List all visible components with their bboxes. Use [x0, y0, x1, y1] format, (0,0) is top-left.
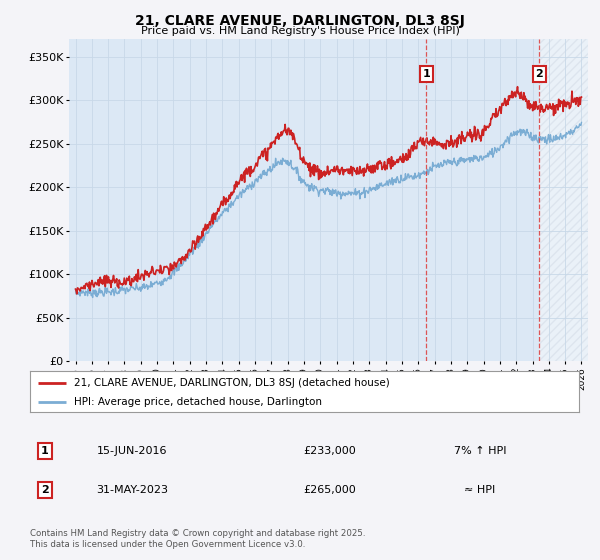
- Text: 15-JUN-2016: 15-JUN-2016: [97, 446, 167, 456]
- Text: 21, CLARE AVENUE, DARLINGTON, DL3 8SJ (detached house): 21, CLARE AVENUE, DARLINGTON, DL3 8SJ (d…: [74, 377, 389, 388]
- Text: 1: 1: [422, 69, 430, 79]
- Text: 2: 2: [535, 69, 543, 79]
- Text: £233,000: £233,000: [304, 446, 356, 456]
- Text: ≈ HPI: ≈ HPI: [464, 485, 496, 495]
- Text: Price paid vs. HM Land Registry's House Price Index (HPI): Price paid vs. HM Land Registry's House …: [140, 26, 460, 36]
- Text: 21, CLARE AVENUE, DARLINGTON, DL3 8SJ: 21, CLARE AVENUE, DARLINGTON, DL3 8SJ: [135, 14, 465, 28]
- Text: 1: 1: [41, 446, 49, 456]
- Text: 2: 2: [41, 485, 49, 495]
- Text: £265,000: £265,000: [304, 485, 356, 495]
- Text: HPI: Average price, detached house, Darlington: HPI: Average price, detached house, Darl…: [74, 396, 322, 407]
- Text: 31-MAY-2023: 31-MAY-2023: [96, 485, 168, 495]
- Bar: [539, 39, 590, 361]
- Text: Contains HM Land Registry data © Crown copyright and database right 2025.
This d: Contains HM Land Registry data © Crown c…: [30, 529, 365, 549]
- Bar: [539, 39, 590, 361]
- Text: 7% ↑ HPI: 7% ↑ HPI: [454, 446, 506, 456]
